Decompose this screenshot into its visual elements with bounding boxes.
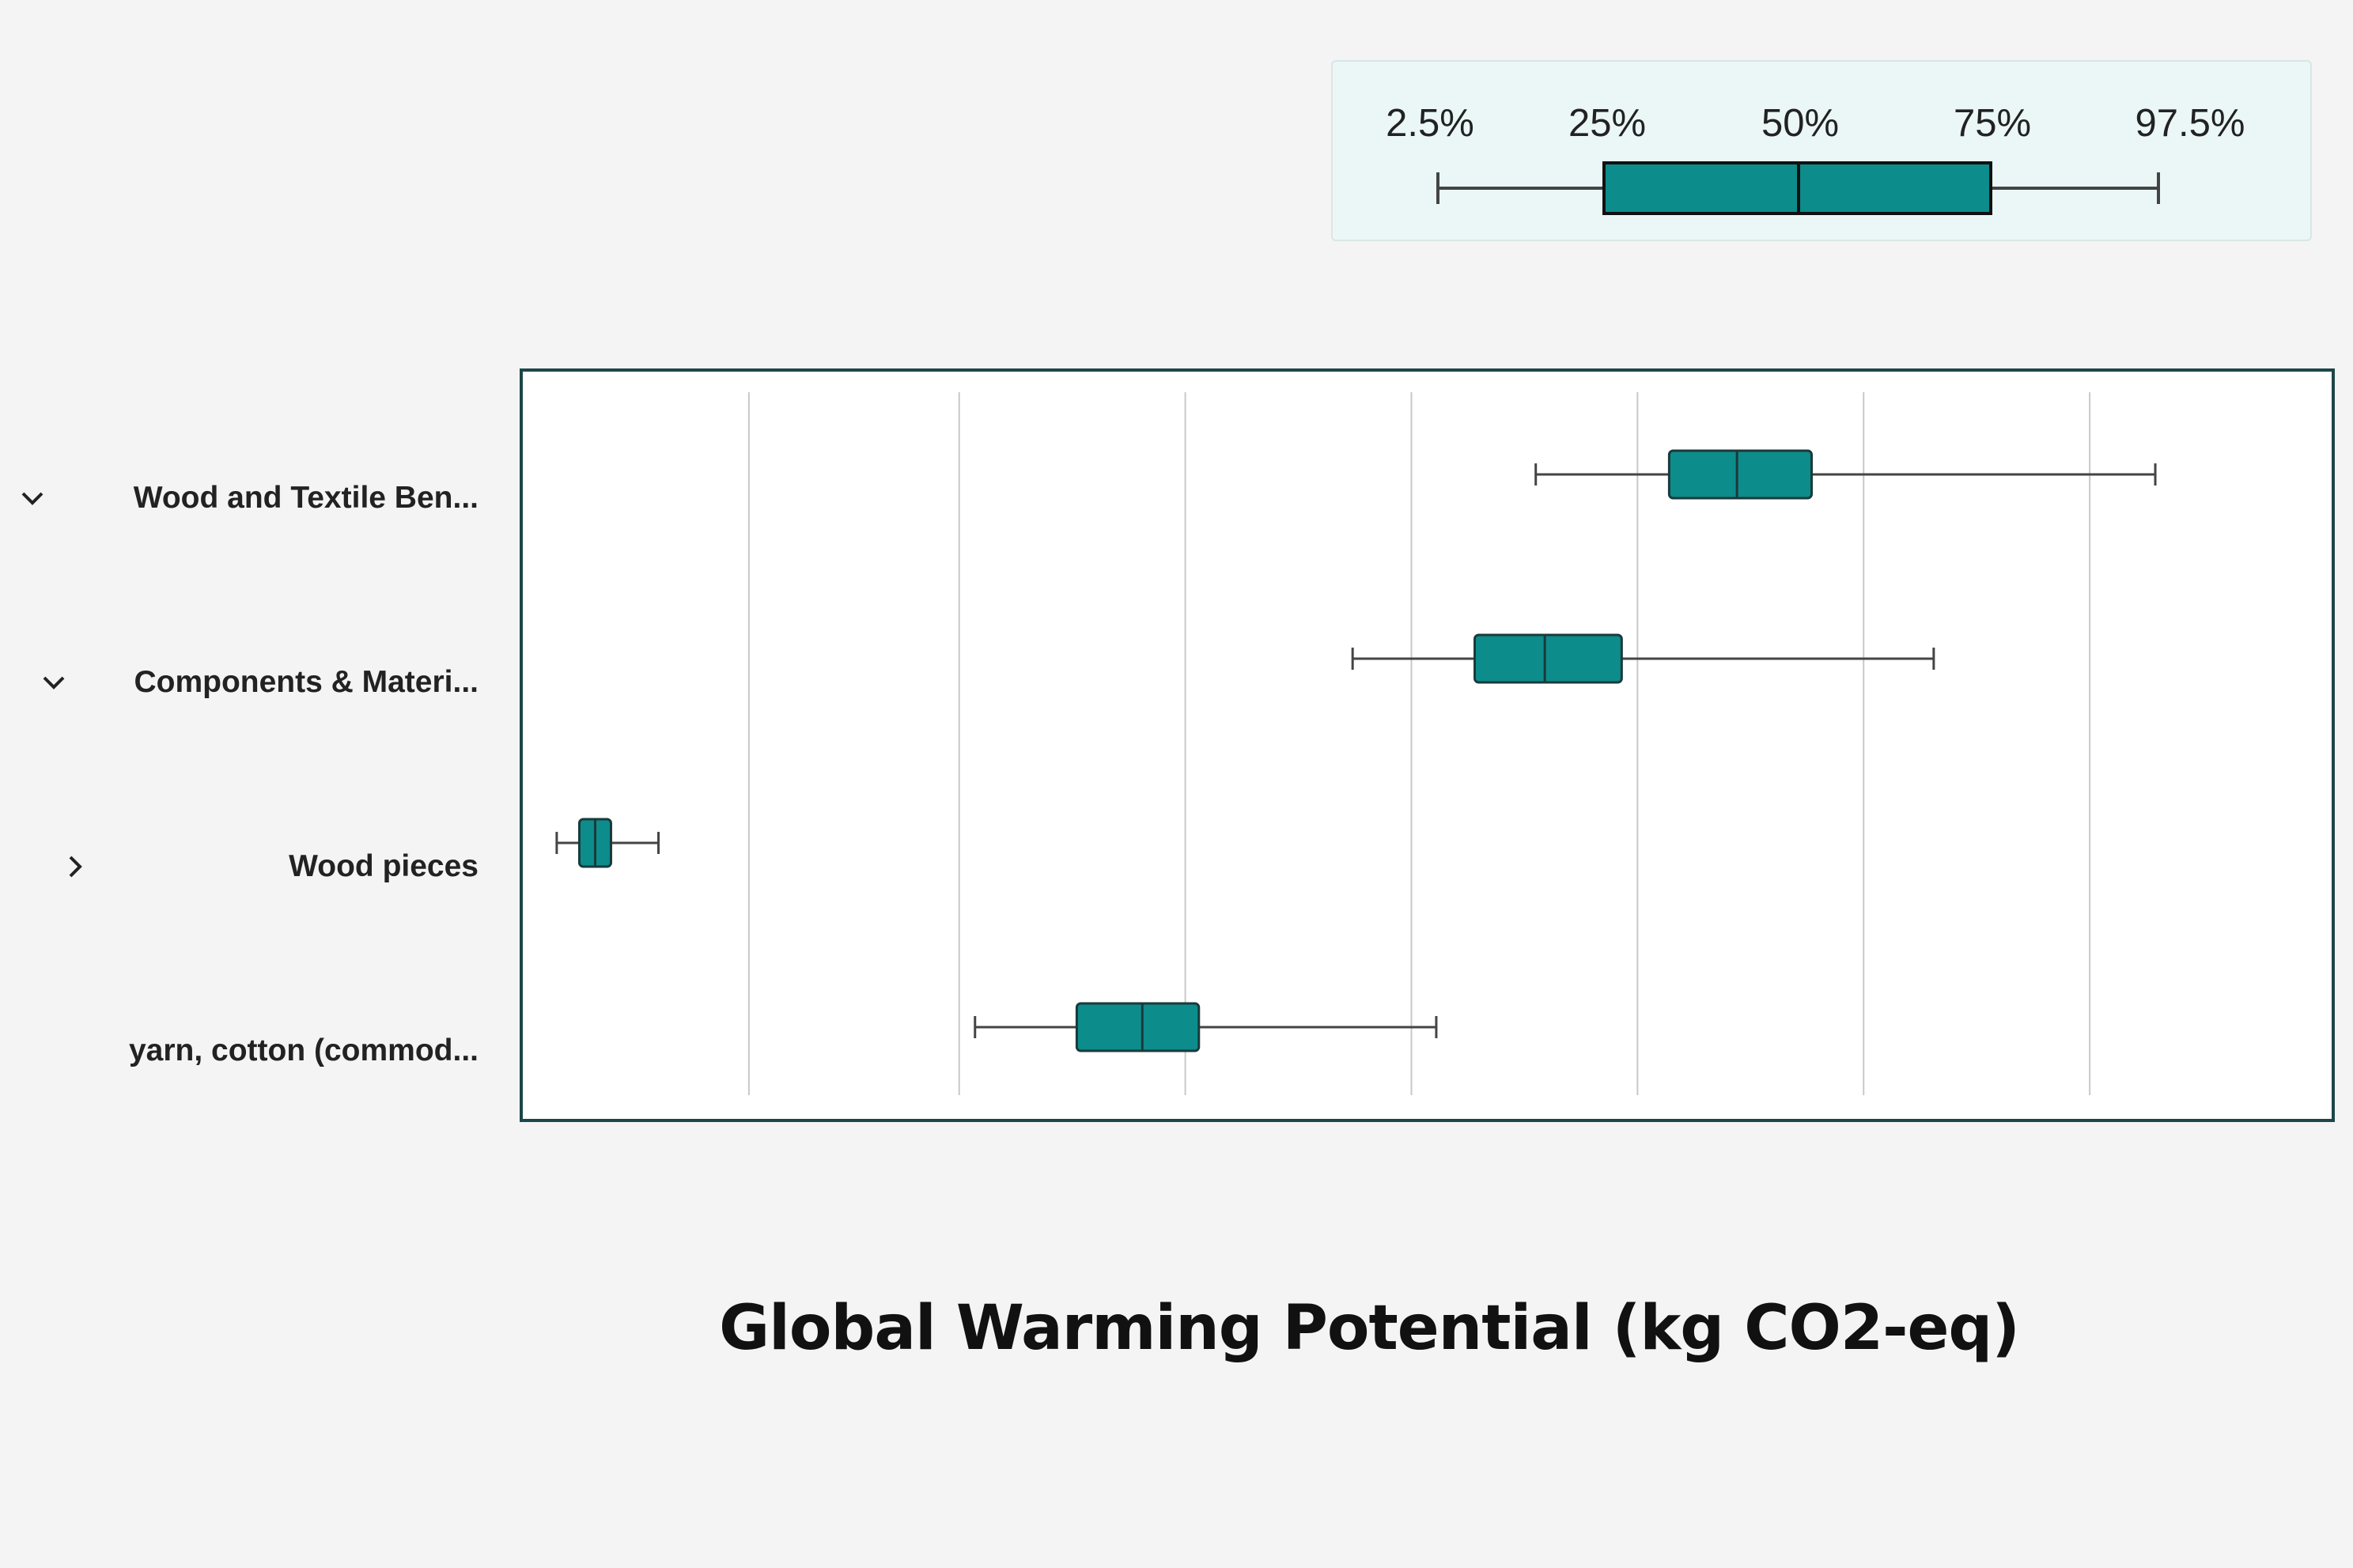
row-label-3: yarn, cotton (commod...	[128, 1033, 479, 1067]
chevron-right-icon[interactable]	[59, 851, 91, 882]
boxplot-row-1[interactable]	[1351, 633, 1935, 684]
chevron-down-icon[interactable]	[38, 667, 70, 698]
boxplot-row-2[interactable]	[555, 818, 660, 868]
iqr-box	[1667, 449, 1813, 500]
legend-label-p75: 75%	[1953, 102, 2032, 145]
row-label-1[interactable]: Components & Materi...	[134, 665, 479, 699]
row-label-0[interactable]: Wood and Textile Ben...	[133, 481, 479, 515]
legend-label-p50: 50%	[1761, 102, 1840, 145]
legend-label-p25: 25%	[1568, 102, 1647, 145]
boxplot-row-0[interactable]	[1534, 449, 2157, 500]
legend-box-graphic	[1436, 161, 2160, 215]
boxplot-row-3[interactable]	[974, 1002, 1438, 1052]
legend-label-p97-5: 97.5%	[2135, 102, 2245, 145]
plot-area	[520, 368, 2335, 1122]
legend-label-p2-5: 2.5%	[1386, 102, 1474, 145]
chevron-down-icon[interactable]	[17, 482, 48, 514]
iqr-box	[1075, 1002, 1201, 1052]
x-axis-title: Global Warming Potential (kg CO2-eq)	[719, 1293, 2020, 1364]
row-label-2[interactable]: Wood pieces	[289, 849, 479, 883]
percentile-legend: 2.5% 25% 50% 75% 97.5%	[1331, 60, 2312, 241]
iqr-box	[1473, 633, 1623, 684]
boxplot-svg	[555, 392, 2157, 1095]
